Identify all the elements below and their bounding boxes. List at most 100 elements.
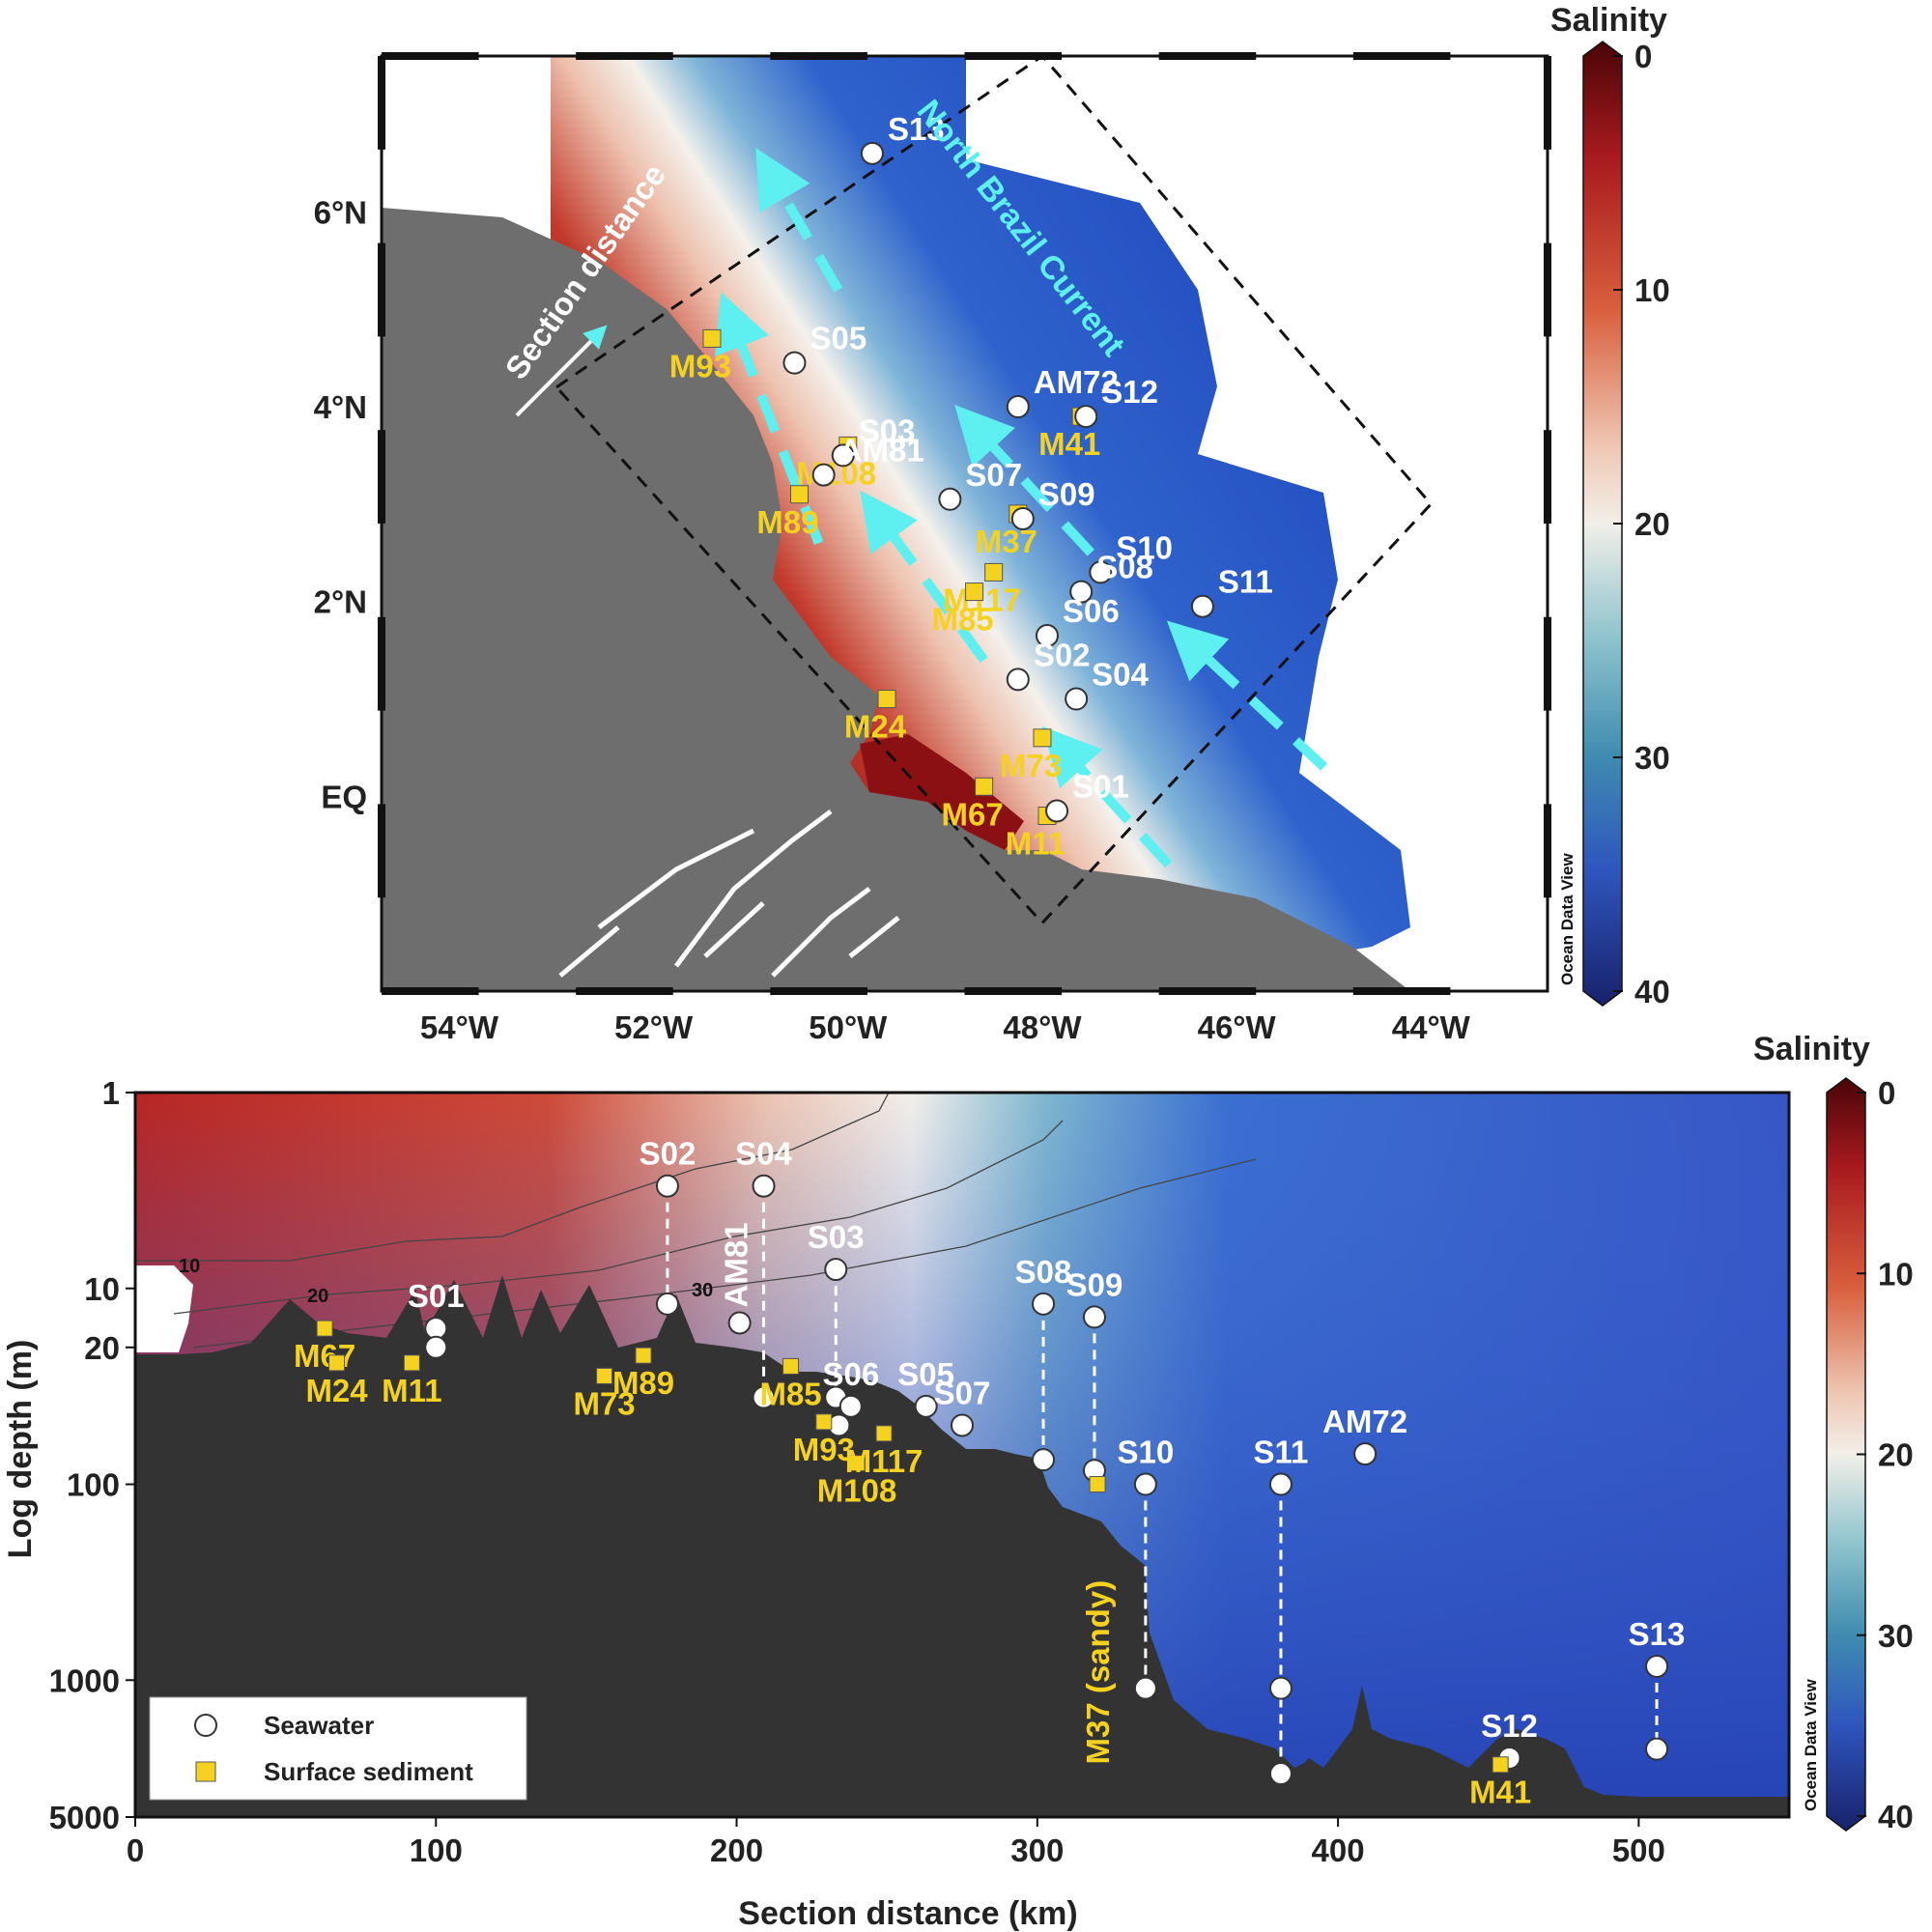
section-legend: Seawater Surface sediment: [149, 1696, 527, 1801]
contour-label-20: 20: [307, 1286, 328, 1307]
colorbar-tick-label: 10: [1634, 272, 1670, 308]
map-seawater-marker: [1069, 580, 1094, 604]
section-x-tick-labels: 0 100 200 300 400 500: [127, 1817, 1665, 1868]
map-y-tick-label: 4°N: [314, 389, 367, 425]
section-sediment-label: M85: [759, 1376, 821, 1411]
section-seawater-label: S01: [408, 1278, 465, 1314]
map-seawater-label: S05: [810, 321, 867, 356]
section-sediment-label: M73: [573, 1385, 635, 1421]
section-sediment-label: M37 (sandy): [1080, 1580, 1116, 1765]
section-y-tick-label: 1000: [49, 1662, 120, 1698]
section-seawater-marker: [727, 1311, 752, 1335]
map-stations: M93M108M41M89M37M117M85M24M73M67M11S13S0…: [669, 111, 1273, 862]
map-frame-tick: [1544, 242, 1551, 337]
map-colorbar: Salinity 0 10 20 30 40 Ocean Data View: [1550, 2, 1670, 1009]
section-sediment-marker: [848, 1455, 866, 1472]
contour-20: [173, 1120, 1064, 1315]
section-sediment-marker: [1089, 1476, 1106, 1493]
section-seawater-marker: [1133, 1676, 1157, 1700]
section-sediment-marker: [316, 1320, 333, 1337]
section-seawater-label: S07: [934, 1375, 991, 1410]
map-frame-tick: [382, 987, 479, 995]
current-arrow: [715, 292, 824, 545]
map-land: [382, 208, 1410, 991]
map-x-tick-label: 44°W: [1392, 1009, 1471, 1045]
section-seawater-label: S02: [639, 1136, 696, 1172]
map-seawater-marker: [1006, 395, 1030, 418]
map-frame-tick: [1544, 430, 1551, 524]
section-x-axis-title: Section distance (km): [738, 1895, 1077, 1932]
map-seawater-label: S12: [1101, 374, 1158, 410]
map-seawater-marker: [782, 351, 807, 375]
section-seawater-marker: [951, 1413, 974, 1437]
map-y-tick-label: 6°N: [314, 194, 367, 230]
map-frame-tick: [576, 52, 673, 60]
map-seawater-marker: [1065, 687, 1089, 711]
colorbar-tick-label: 30: [1634, 740, 1670, 776]
contour-label-30: 30: [692, 1280, 713, 1301]
contour-label-10: 10: [179, 1256, 200, 1277]
map-x-tick-labels: 54°W 52°W 50°W 48°W 46°W 44°W: [420, 1009, 1471, 1045]
section-seawater-marker: [655, 1174, 679, 1198]
map-sediment-label: M67: [942, 796, 1004, 832]
section-sediment-marker: [815, 1413, 833, 1431]
map-sediment-label: M89: [756, 504, 818, 540]
map-estuary-channels: [558, 810, 900, 978]
map-frame-tick: [1544, 804, 1551, 898]
map-y-tick-label: EQ: [321, 779, 367, 814]
map-frame-tick: [378, 430, 385, 524]
map-frame-tick: [378, 242, 385, 337]
map-seawater-marker: [1006, 668, 1030, 692]
current-arrows: [715, 148, 1328, 868]
section-seawater-marker: [752, 1174, 776, 1198]
map-seawater-label: S07: [965, 457, 1022, 493]
section-seawater-label: AM72: [1322, 1404, 1407, 1439]
map-sediment-label: M85: [931, 602, 993, 638]
section-x-tick-label: 300: [1010, 1833, 1064, 1868]
colorbar-tick-label: 20: [1634, 506, 1670, 542]
map-seawater-label: S04: [1092, 657, 1149, 693]
colorbar-tick-label: 0: [1878, 1075, 1895, 1111]
section-seawater-label: S08: [1015, 1254, 1072, 1290]
section-sediment-label: M108: [817, 1473, 897, 1509]
section-seawater-label: S04: [735, 1136, 792, 1172]
legend-seawater-label: Seawater: [264, 1711, 374, 1740]
map-seawater-label: S01: [1072, 768, 1129, 804]
section-colorbar-ticks: 0 10 20 30 40: [1857, 1075, 1914, 1834]
section-sediment-label: M41: [1469, 1775, 1531, 1810]
map-seawater-marker: [860, 141, 884, 165]
section-seawater-label: S03: [808, 1219, 865, 1255]
map-frame-tick: [770, 987, 867, 995]
section-y-tick-label: 10: [84, 1271, 120, 1307]
map-seawater-label: S03: [859, 412, 916, 448]
contour-labels: 10 20 30: [179, 1256, 713, 1307]
map-x-tick-label: 54°W: [420, 1009, 499, 1045]
map-seawater-label: S06: [1063, 593, 1120, 629]
section-sediment-marker: [328, 1354, 346, 1372]
colorbar-tick-label: 30: [1878, 1618, 1914, 1654]
map-sediment-marker: [1033, 728, 1052, 748]
map-seawater-marker: [1074, 405, 1098, 429]
section-sediment-marker: [596, 1367, 613, 1384]
map-sediment-marker: [984, 562, 1004, 582]
colorbar-tick-label: 20: [1878, 1437, 1914, 1473]
map-frame-tick: [1158, 52, 1257, 60]
map-seawater-marker: [811, 463, 836, 487]
section-x-tick-label: 500: [1612, 1833, 1665, 1868]
section-seawater-marker: [1032, 1448, 1056, 1472]
contour-10: [135, 1093, 890, 1262]
section-seawater-marker: [1645, 1737, 1669, 1761]
section-sediment-marker: [875, 1425, 893, 1442]
section-colorbar-title: Salinity: [1753, 1031, 1870, 1067]
section-y-tick-label: 5000: [49, 1800, 120, 1835]
map-colorbar-credit: Ocean Data View: [1558, 853, 1577, 985]
legend-box: [149, 1696, 527, 1801]
current-arrow: [860, 490, 988, 664]
section-x-tick-label: 400: [1312, 1833, 1365, 1868]
map-seawater-label: AM72: [1034, 364, 1119, 400]
map-frame-tick: [382, 52, 479, 60]
map-seawater-label: AM81: [839, 433, 924, 469]
